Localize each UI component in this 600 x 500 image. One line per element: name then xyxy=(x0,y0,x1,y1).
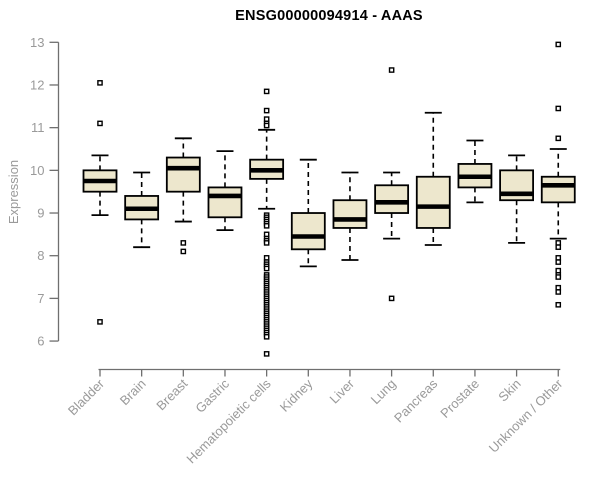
outlier-point xyxy=(97,120,103,127)
outlier-point xyxy=(263,88,270,95)
y-tick-label: 13 xyxy=(30,35,44,50)
outlier-point xyxy=(263,223,270,229)
y-tick-label: 11 xyxy=(31,120,45,135)
iqr-box xyxy=(415,175,451,229)
box-brain xyxy=(124,171,160,249)
y-tick-label: 12 xyxy=(30,77,44,92)
outlier-point xyxy=(555,135,562,142)
x-category-label: Prostate xyxy=(437,376,482,421)
iqr-box xyxy=(290,212,326,251)
box-hematopoietic-cells xyxy=(249,88,285,357)
outlier-point xyxy=(263,107,270,114)
outlier-point xyxy=(388,67,395,73)
box-pancreas xyxy=(415,111,451,246)
outlier-point xyxy=(555,301,562,308)
outlier-point xyxy=(97,319,103,325)
outlier-point xyxy=(555,41,562,48)
box-liver xyxy=(332,171,368,261)
iqr-box xyxy=(374,184,410,214)
y-tick-label: 9 xyxy=(37,206,44,221)
outlier-point xyxy=(263,265,270,272)
box-unknown-other xyxy=(540,41,576,308)
outlier-point xyxy=(555,244,562,250)
y-tick-label: 6 xyxy=(37,334,44,349)
box-bladder xyxy=(82,80,118,325)
iqr-box xyxy=(207,186,243,219)
box-prostate xyxy=(457,139,493,204)
outlier-point xyxy=(555,289,562,295)
x-category-label: Lung xyxy=(368,376,399,407)
x-category-label: Bladder xyxy=(65,376,108,419)
x-category-label: Pancreas xyxy=(391,376,441,426)
outlier-point xyxy=(263,122,270,129)
x-category-label: Kidney xyxy=(277,376,316,415)
iqr-box xyxy=(165,156,201,193)
outlier-point xyxy=(263,240,270,246)
chart-title: ENSG00000094914 - AAAS xyxy=(235,8,423,24)
box-skin xyxy=(499,154,535,244)
outlier-point xyxy=(263,351,270,357)
outlier-point xyxy=(180,240,187,246)
y-tick-label: 8 xyxy=(37,248,44,263)
y-tick-label: 7 xyxy=(37,291,44,306)
box-gastric xyxy=(207,150,243,231)
outlier-point xyxy=(97,80,103,86)
x-category-label: Unknown / Other xyxy=(486,376,566,456)
x-category-label: Brain xyxy=(117,376,149,408)
iqr-box xyxy=(540,175,576,204)
outlier-point xyxy=(555,259,562,265)
x-category-label: Breast xyxy=(153,376,190,413)
y-tick-label: 10 xyxy=(30,163,44,178)
box-kidney xyxy=(290,158,326,268)
outlier-point xyxy=(555,274,562,280)
x-category-label: Gastric xyxy=(192,376,232,416)
x-category-label: Liver xyxy=(327,376,358,407)
box-breast xyxy=(165,137,201,255)
outlier-point xyxy=(388,295,395,302)
iqr-box xyxy=(332,199,368,229)
outlier-point xyxy=(555,105,562,112)
outlier-point xyxy=(180,248,187,255)
outlier-point xyxy=(263,333,270,340)
box-lung xyxy=(374,67,410,302)
y-axis: 6 7 8 9 10 11 12 13 xyxy=(30,35,60,349)
x-category-label: Skin xyxy=(495,376,523,404)
